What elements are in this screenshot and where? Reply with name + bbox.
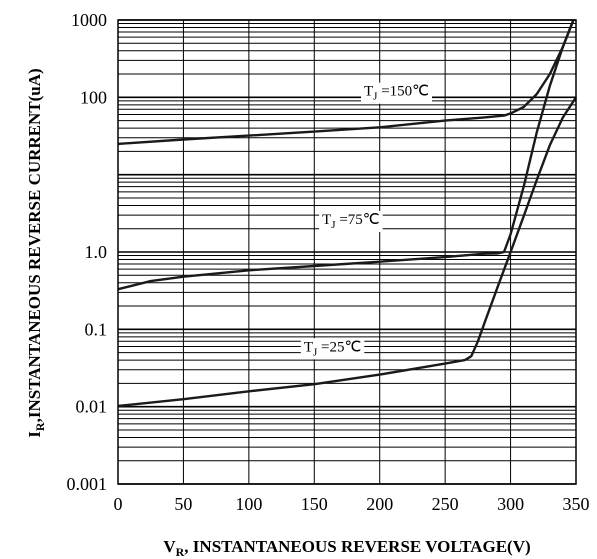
series-label-background — [319, 211, 383, 233]
series-line — [117, 19, 575, 146]
series-label-background — [300, 338, 365, 360]
y-tick-labels: 0.001 0.01 0.1 1.0 100 1000 — [67, 10, 108, 494]
series-label-text: =75℃ — [336, 212, 380, 228]
x-tick-label: 250 — [432, 494, 459, 514]
x-tick-label: 50 — [174, 494, 192, 514]
series-label-text: =150℃ — [377, 84, 429, 100]
y-tick-label: 1.0 — [85, 242, 108, 262]
series-label-subscript: J — [313, 346, 318, 358]
y-axis-title-text: ,INSTANTANEOUS REVERSE CURRENT(uA) — [25, 68, 44, 422]
series-label-symbol: T — [304, 339, 313, 355]
y-axis-title-symbol: I — [25, 431, 44, 438]
y-tick-label: 0.01 — [76, 397, 108, 417]
x-tick-label: 350 — [563, 494, 590, 514]
series-label: TJ =25℃ — [304, 339, 362, 358]
y-tick-label: 1000 — [71, 10, 107, 30]
x-tick-label: 100 — [235, 494, 262, 514]
x-axis-title-symbol: V — [163, 537, 176, 556]
y-axis-title: IR,INSTANTANEOUS REVERSE CURRENT(uA) — [25, 68, 47, 437]
series-line — [117, 19, 575, 291]
x-tick-label: 0 — [114, 494, 123, 514]
series-label: TJ =75℃ — [322, 212, 380, 231]
x-tick-label: 300 — [497, 494, 524, 514]
y-tick-label: 100 — [80, 87, 107, 107]
series-label-subscript: J — [331, 219, 336, 231]
curves — [117, 19, 578, 408]
series-label-subscript: J — [373, 91, 378, 103]
series-label: TJ =150℃ — [364, 84, 429, 103]
x-tick-labels: 0 50 100 150 200 250 300 350 — [114, 494, 590, 514]
series-label-symbol: T — [322, 212, 331, 228]
x-axis-title-text: , INSTANTANEOUS REVERSE VOLTAGE(V) — [184, 537, 530, 556]
curve-labels: TJ =150℃TJ =75℃TJ =25℃ — [300, 82, 433, 360]
x-axis-title-subscript: R — [176, 545, 185, 559]
plot-frame — [117, 19, 577, 485]
series-label-background — [361, 82, 433, 104]
series-line — [117, 96, 578, 408]
y-axis-title-subscript: R — [33, 422, 47, 431]
x-tick-label: 150 — [301, 494, 328, 514]
y-tick-label: 0.001 — [67, 474, 108, 494]
y-tick-label: 0.1 — [85, 319, 108, 339]
series-label-text: =25℃ — [317, 339, 361, 355]
series-label-symbol: T — [364, 84, 373, 100]
x-axis-title: VR, INSTANTANEOUS REVERSE VOLTAGE(V) — [163, 537, 530, 559]
grid — [117, 19, 577, 485]
x-tick-label: 200 — [366, 494, 393, 514]
